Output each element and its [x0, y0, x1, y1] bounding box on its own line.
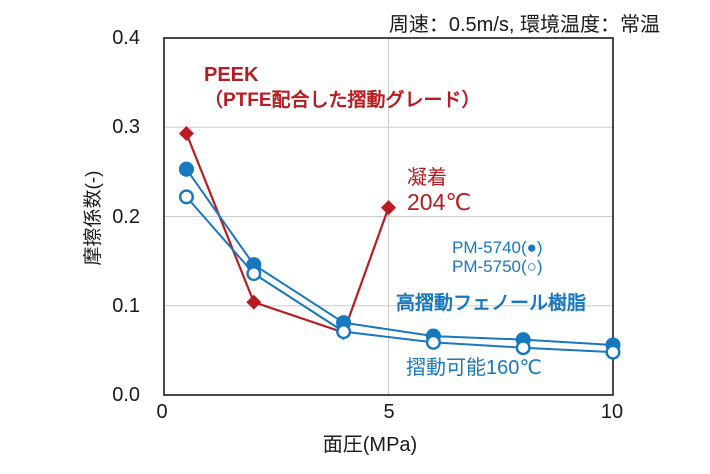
annotation-adhesion-label: 凝着	[407, 167, 447, 189]
legend-pm5750: PM-5750(○)	[452, 257, 543, 276]
data-point-open-circle	[605, 344, 621, 360]
x-tick-5: 5	[383, 401, 395, 423]
y-axis-title: 摩擦係数(-)	[83, 170, 104, 266]
annotation-adhesion-temp: 204℃	[407, 189, 472, 215]
annotation-peek-title: PEEK	[204, 64, 259, 86]
data-point-diamond	[246, 294, 262, 310]
series-line-diamond	[185, 133, 390, 334]
series-line-filled-circle	[185, 168, 614, 347]
data-point-diamond	[178, 125, 194, 141]
annotation-peek: PEEK （PTFE配合した摺動グレード）	[204, 62, 481, 114]
condition-note: 周速：0.5m/s, 環境温度：常温	[388, 14, 660, 36]
x-tick-0: 0	[156, 401, 168, 423]
data-point-open-circle	[178, 189, 194, 205]
y-tick-0.2: 0.2	[112, 206, 140, 228]
annotation-usable-temp: 摺動可能160℃	[406, 357, 542, 379]
data-point-open-circle	[246, 266, 262, 282]
series-line-open-circle	[185, 196, 614, 354]
data-point-filled-circle	[178, 161, 194, 177]
legend-pm5740: PM-5740(●)	[452, 238, 543, 257]
data-point-open-circle	[425, 334, 441, 350]
data-point-open-circle	[515, 340, 531, 356]
annotation-peek-subtitle: （PTFE配合した摺動グレード）	[204, 90, 481, 111]
x-axis-title: 面圧(MPa)	[322, 434, 418, 456]
y-tick-0.4: 0.4	[112, 27, 140, 49]
y-tick-0.1: 0.1	[112, 295, 140, 317]
annotation-series-legend: PM-5740(●) PM-5750(○)	[452, 238, 543, 276]
annotation-adhesion: 凝着 204℃	[407, 167, 471, 215]
x-tick-10: 10	[600, 401, 624, 423]
annotation-phenol-resin: 高摺動フェノール樹脂	[396, 293, 587, 314]
plot-frame	[163, 37, 614, 396]
data-point-diamond	[381, 200, 396, 216]
y-tick-0.0: 0.0	[112, 384, 140, 406]
y-tick-0.3: 0.3	[112, 116, 140, 138]
data-point-open-circle	[336, 324, 352, 340]
